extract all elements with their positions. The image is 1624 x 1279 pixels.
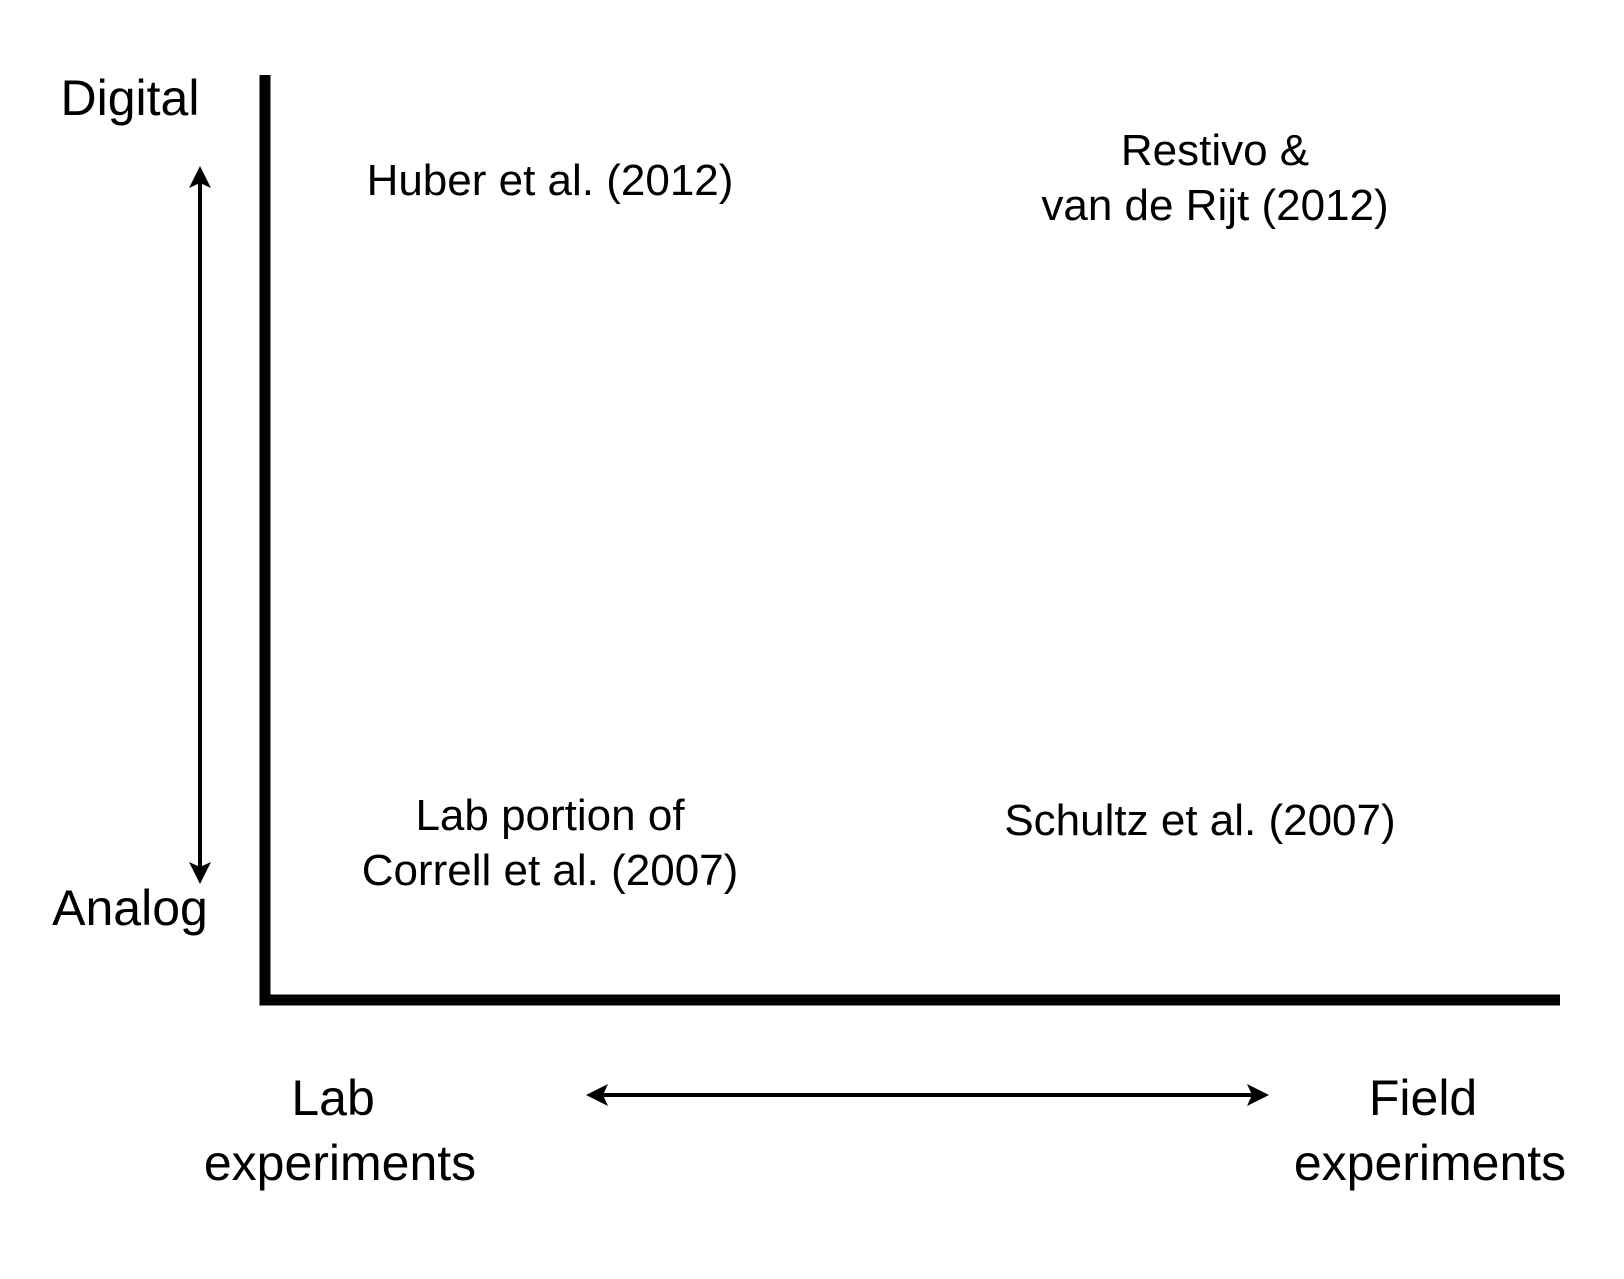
quadrant-bottom-left-label: Lab portion ofCorrell et al. (2007) — [362, 791, 739, 895]
x-axis-right-label: Field experiments — [1294, 1070, 1566, 1191]
quadrant-top-left-label: Huber et al. (2012) — [367, 156, 734, 205]
quadrant-diagram: Digital Analog Lab experiments Field exp… — [0, 0, 1624, 1279]
x-axis-left-label: Lab experiments — [204, 1070, 476, 1191]
quadrant-bottom-right-label: Schultz et al. (2007) — [1004, 796, 1395, 845]
y-axis-bottom-label: Analog — [52, 880, 208, 936]
y-axis-top-label: Digital — [61, 70, 200, 126]
quadrant-top-right-label: Restivo &van de Rijt (2012) — [1041, 126, 1388, 230]
